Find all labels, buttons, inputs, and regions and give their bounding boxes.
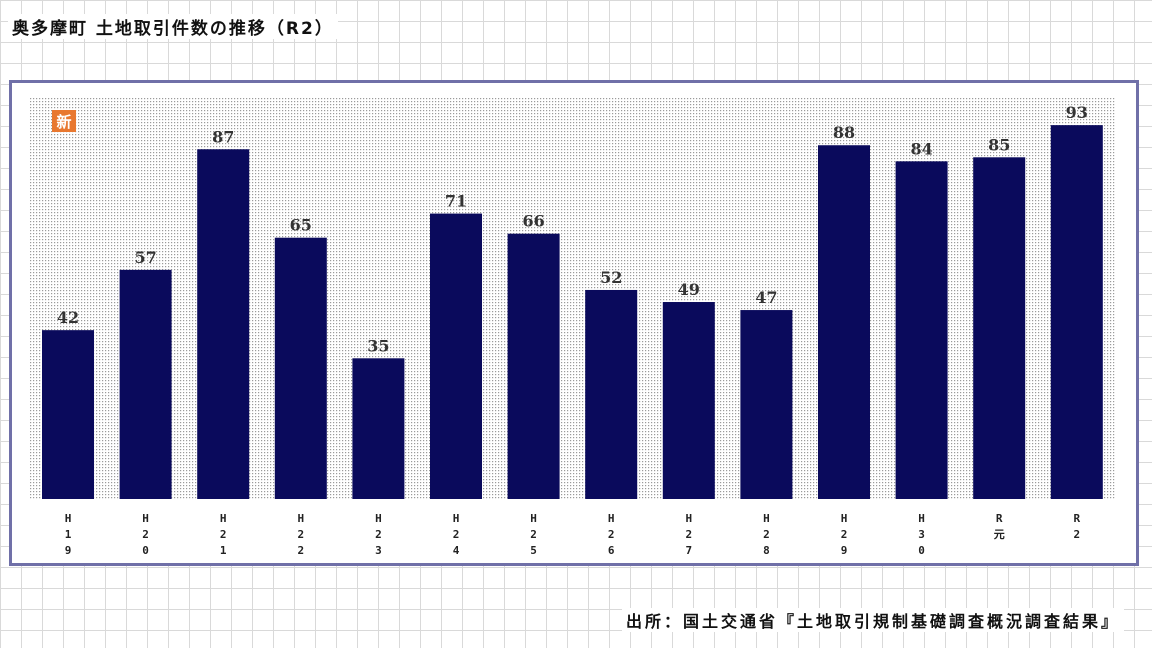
bar-13 bbox=[1050, 125, 1103, 499]
x-tick-label-10-2: 9 bbox=[841, 544, 848, 557]
x-tick-label-2-1: 2 bbox=[220, 528, 227, 541]
bar-12 bbox=[973, 157, 1026, 500]
x-tick-label-11-1: 3 bbox=[918, 528, 925, 541]
x-tick-label-8-1: 2 bbox=[685, 528, 692, 541]
bar-7 bbox=[585, 289, 638, 499]
bar-5 bbox=[430, 213, 482, 499]
bar-chart: 新 42H1957H2087H2165H2235H2371H2466H2552H… bbox=[30, 97, 1115, 557]
bar-value-label-13: 93 bbox=[1066, 103, 1088, 122]
chart-frame: 新 42 H 1 9 57 H 2 0 87 H 2 1 65 H 2 2 35 H 2 3 71 H 2 4 66 H 2 5 52 H… bbox=[9, 80, 1139, 566]
x-tick-label-8-0: H bbox=[685, 512, 692, 525]
bar-value-label-2: 87 bbox=[212, 127, 234, 146]
x-tick-label-12-1: 元 bbox=[994, 528, 1005, 541]
new-badge-box bbox=[52, 110, 76, 132]
x-tick-label-3-1: 2 bbox=[297, 528, 304, 541]
x-tick-label-10-1: 2 bbox=[841, 528, 848, 541]
x-tick-label-9-0: H bbox=[763, 512, 770, 525]
x-tick-label-1-0: H bbox=[142, 512, 149, 525]
x-tick-label-0-1: 1 bbox=[65, 528, 72, 541]
bar-value-label-7: 52 bbox=[600, 268, 622, 287]
x-tick-label-7-1: 2 bbox=[608, 528, 615, 541]
new-badge-label: 新 bbox=[56, 113, 71, 131]
x-tick-label-4-0: H bbox=[375, 512, 382, 525]
bar-value-label-10: 88 bbox=[833, 123, 855, 142]
bar-value-label-11: 84 bbox=[910, 139, 932, 158]
x-tick-label-11-0: H bbox=[918, 512, 925, 525]
bar-3 bbox=[274, 237, 327, 499]
x-tick-label-7-0: H bbox=[608, 512, 615, 525]
bar-value-label-4: 35 bbox=[367, 336, 389, 355]
x-tick-label-9-1: 2 bbox=[763, 528, 770, 541]
plot-area bbox=[30, 97, 1115, 499]
x-tick-label-5-0: H bbox=[453, 512, 460, 525]
bar-value-label-1: 57 bbox=[134, 248, 156, 267]
x-tick-label-6-2: 5 bbox=[530, 544, 537, 557]
bar-1 bbox=[119, 269, 172, 499]
bar-value-label-0: 42 bbox=[57, 308, 79, 327]
x-tick-label-4-2: 3 bbox=[375, 544, 382, 557]
x-tick-label-2-0: H bbox=[220, 512, 227, 525]
bar-value-label-5: 71 bbox=[445, 192, 467, 211]
bar-6 bbox=[507, 233, 560, 499]
x-tick-label-9-2: 8 bbox=[763, 544, 770, 557]
bar-2 bbox=[197, 149, 250, 499]
x-tick-label-4-1: 2 bbox=[375, 528, 382, 541]
x-tick-label-6-1: 2 bbox=[530, 528, 537, 541]
x-tick-label-1-2: 0 bbox=[142, 544, 149, 557]
bar-11 bbox=[895, 161, 948, 499]
source-note: 出所：国土交通省『土地取引規制基礎調査概況調査結果』 bbox=[621, 608, 1124, 632]
x-tick-label-0-0: H bbox=[65, 512, 72, 525]
new-badge: 新 bbox=[52, 110, 76, 132]
bar-value-label-8: 49 bbox=[678, 280, 700, 299]
bar-value-label-3: 65 bbox=[290, 216, 312, 235]
x-tick-label-1-1: 2 bbox=[142, 528, 149, 541]
x-tick-label-10-0: H bbox=[841, 512, 848, 525]
bar-4 bbox=[352, 358, 405, 499]
x-tick-label-13-0: R bbox=[1073, 512, 1080, 525]
x-tick-label-0-2: 9 bbox=[65, 544, 72, 557]
bar-value-label-9: 47 bbox=[755, 288, 777, 307]
x-tick-label-12-0: R bbox=[996, 512, 1003, 525]
x-tick-label-5-2: 4 bbox=[453, 544, 460, 557]
x-tick-label-7-2: 6 bbox=[608, 544, 615, 557]
x-tick-label-11-2: 0 bbox=[918, 544, 925, 557]
bar-9 bbox=[740, 310, 793, 499]
bar-8 bbox=[662, 302, 715, 499]
x-tick-label-3-0: H bbox=[297, 512, 304, 525]
page-title: 奥多摩町 土地取引件数の推移（R2） bbox=[8, 14, 338, 39]
bar-10 bbox=[818, 145, 870, 500]
x-tick-label-3-2: 2 bbox=[297, 544, 304, 557]
x-tick-label-6-0: H bbox=[530, 512, 537, 525]
x-tick-label-5-1: 2 bbox=[453, 528, 460, 541]
x-tick-label-2-2: 1 bbox=[220, 544, 227, 557]
x-tick-label-8-2: 7 bbox=[685, 544, 692, 557]
bar-0 bbox=[42, 330, 94, 499]
bar-value-label-6: 66 bbox=[522, 212, 544, 231]
x-tick-label-13-1: 2 bbox=[1073, 528, 1080, 541]
bar-value-label-12: 85 bbox=[988, 135, 1010, 154]
